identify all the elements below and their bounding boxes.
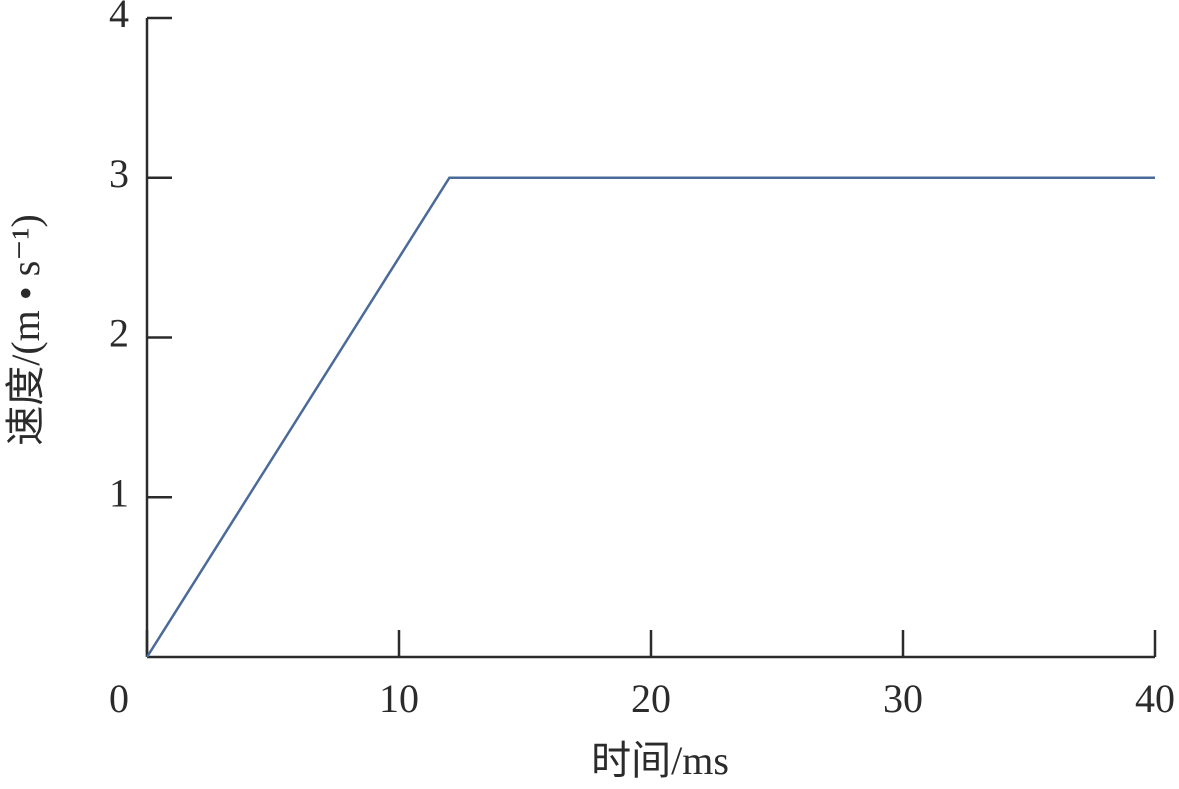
x-axis-label: 时间/ms [591,738,729,783]
y-tick-label: 3 [109,151,129,196]
x-tick-label: 0 [109,676,129,721]
y-tick-label: 1 [109,470,129,515]
x-tick-label: 10 [379,676,419,721]
x-tick-label: 20 [631,676,671,721]
line-series [145,176,1155,658]
y-tick-label: 4 [109,0,129,36]
y-tick-label: 2 [109,311,129,356]
x-tick-label: 30 [883,676,923,721]
x-tick-label: 40 [1135,676,1175,721]
y-axis-label: 速度/(m • s⁻¹) [3,214,48,446]
